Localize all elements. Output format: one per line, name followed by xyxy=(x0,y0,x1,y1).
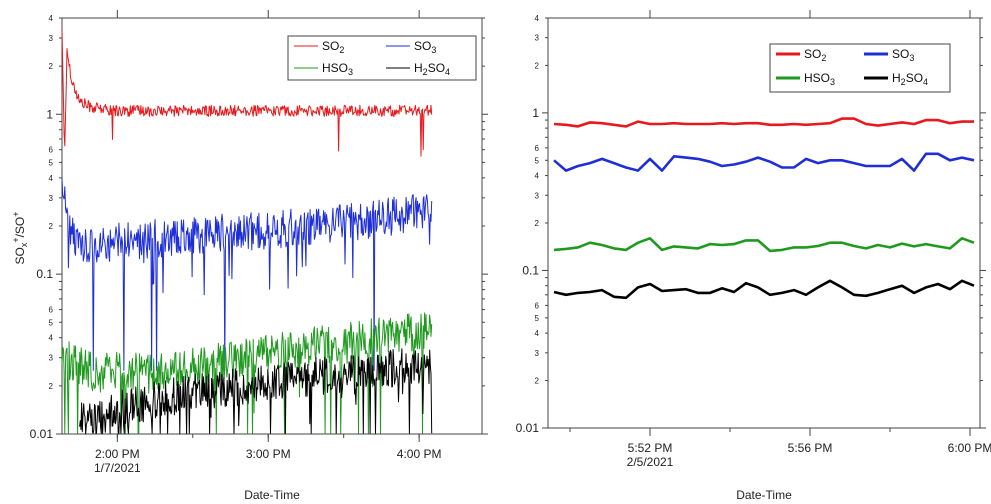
y-tick-label: 1 xyxy=(532,106,539,120)
y-minor-tick-label: 4 xyxy=(535,329,540,338)
x-tick-label: 4:00 PM xyxy=(397,447,442,461)
right-x-axis-title: Date-Time xyxy=(736,488,792,502)
left-series-group xyxy=(61,30,433,435)
y-minor-tick-label: 4 xyxy=(49,334,54,343)
y-minor-tick-label: 3 xyxy=(535,191,540,200)
right-series-group xyxy=(553,117,975,300)
y-tick-label: 0.1 xyxy=(36,267,53,281)
right-legend: SO2 SO3 HSO3 H2SO4 xyxy=(769,43,951,93)
series-line-h2so4 xyxy=(79,348,433,435)
y-minor-tick-label: 5 xyxy=(49,158,54,167)
left-y-axis-title: SOx+/SO+ xyxy=(11,211,29,264)
y-minor-tick-label: 6 xyxy=(49,146,54,155)
y-tick-label: 0.01 xyxy=(30,427,54,441)
y-minor-tick-label: 2 xyxy=(535,219,540,228)
y-minor-tick-label: 4 xyxy=(535,172,540,181)
y-minor-tick-label: 5 xyxy=(49,318,54,327)
y-minor-tick-label: 2 xyxy=(49,62,54,71)
y-minor-tick-label: 3 xyxy=(49,354,54,363)
x-tick-date-label: 2/5/2021 xyxy=(627,455,674,469)
series-line-hso3 xyxy=(61,312,433,434)
y-minor-tick-label: 3 xyxy=(49,194,54,203)
legend-label: H2SO4 xyxy=(892,71,928,87)
y-minor-tick-label: 2 xyxy=(535,377,540,386)
left-legend: SO2 SO3 HSO3 H2SO4 xyxy=(287,35,477,81)
y-minor-tick-label: 2 xyxy=(535,61,540,70)
x-tick-label: 5:56 PM xyxy=(788,441,833,455)
series-line-so2 xyxy=(553,117,974,128)
x-tick-label: 6:00 PM xyxy=(948,441,991,455)
y-minor-tick-label: 4 xyxy=(535,14,540,23)
y-minor-tick-label: 4 xyxy=(49,174,54,183)
series-line-hso3 xyxy=(553,237,975,253)
legend-label: H2SO4 xyxy=(414,61,450,77)
legend-label: SO3 xyxy=(414,39,436,55)
x-tick-date-label: 1/7/2021 xyxy=(94,461,141,475)
series-line-so3 xyxy=(553,152,975,172)
y-minor-tick-label: 5 xyxy=(535,314,540,323)
y-minor-tick-label: 3 xyxy=(535,34,540,43)
legend-box xyxy=(769,43,951,93)
right-panel: 0.01 0.1 1 2 3 4 5 6 2 3 4 5 6 2 3 4 5:52 PM2/5/2021 5:56… xyxy=(516,10,991,502)
y-tick-label: 1 xyxy=(46,107,53,121)
legend-label: SO2 xyxy=(804,47,826,63)
y-tick-label: 0.01 xyxy=(516,421,540,435)
legend-label: SO2 xyxy=(322,39,344,55)
y-minor-tick-label: 2 xyxy=(49,222,54,231)
y-minor-tick-label: 6 xyxy=(49,306,54,315)
y-tick-label: 0.1 xyxy=(522,263,539,277)
series-line-h2so4 xyxy=(553,279,975,300)
y-minor-tick-label: 6 xyxy=(535,301,540,310)
left-axes-group: 0.01 0.1 1 2 3 4 5 6 2 3 4 5 6 2 3 4 2:00 PM1/7/2021 3:00… xyxy=(30,10,488,475)
y-minor-tick-label: 2 xyxy=(49,382,54,391)
legend-label: HSO3 xyxy=(322,61,353,77)
legend-label: SO3 xyxy=(892,47,914,63)
x-tick-label: 5:52 PM xyxy=(628,441,673,455)
series-line-so3 xyxy=(61,178,433,371)
x-tick-label: 2:00 PM xyxy=(95,447,140,461)
left-x-axis-title: Date-Time xyxy=(244,488,300,502)
legend-label: HSO3 xyxy=(804,71,835,87)
x-tick-label: 3:00 PM xyxy=(246,447,291,461)
y-minor-tick-label: 6 xyxy=(535,144,540,153)
series-line-so2 xyxy=(61,30,433,157)
y-minor-tick-label: 4 xyxy=(49,14,54,23)
left-panel: 0.01 0.1 1 2 3 4 5 6 2 3 4 5 6 2 3 4 2:00 PM1/7/2021 3:00… xyxy=(11,10,488,502)
legend-box xyxy=(287,35,477,81)
y-minor-tick-label: 3 xyxy=(535,349,540,358)
right-axes-group: 0.01 0.1 1 2 3 4 5 6 2 3 4 5 6 2 3 4 5:52 PM2/5/2021 5:56… xyxy=(516,10,991,469)
y-minor-tick-label: 3 xyxy=(49,34,54,43)
y-minor-tick-label: 5 xyxy=(535,156,540,165)
